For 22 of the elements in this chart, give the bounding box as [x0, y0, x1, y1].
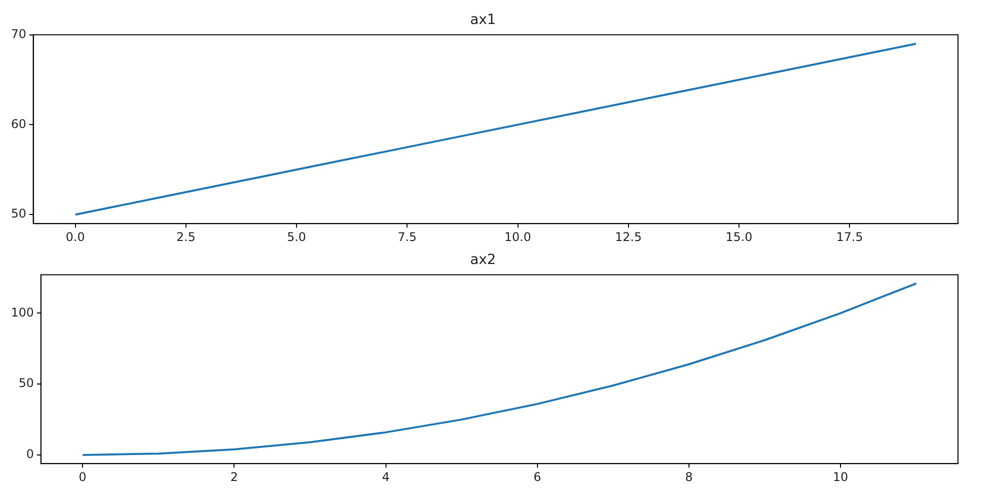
y-tick-label: 50 [10, 206, 26, 221]
x-tick-label: 5.0 [286, 230, 306, 244]
x-tick-label: 4 [382, 470, 390, 484]
y-tick-label: 50 [18, 376, 34, 390]
x-tick-label: 17.5 [836, 230, 863, 244]
x-tick-label: 0.0 [66, 230, 85, 244]
chart-title: ax1 [470, 12, 496, 28]
y-tick-label: 70 [10, 26, 26, 41]
x-tick-label: 8 [685, 470, 693, 484]
x-tick-label: 0 [78, 470, 86, 484]
chart-title: ax2 [470, 252, 496, 268]
x-tick-label: 10.0 [504, 230, 532, 244]
y-tick-label: 0 [26, 447, 34, 462]
x-tick-label: 10 [832, 470, 848, 484]
x-tick-label: 15.0 [726, 230, 752, 244]
y-tick-label: 100 [11, 305, 34, 320]
x-tick-label: 6 [534, 470, 542, 484]
x-tick-label: 2.5 [176, 230, 196, 244]
x-tick-label: 7.5 [398, 230, 417, 244]
x-tick-label: 12.5 [615, 230, 642, 244]
y-tick-label: 60 [10, 116, 26, 131]
x-tick-label: 2 [230, 470, 238, 484]
